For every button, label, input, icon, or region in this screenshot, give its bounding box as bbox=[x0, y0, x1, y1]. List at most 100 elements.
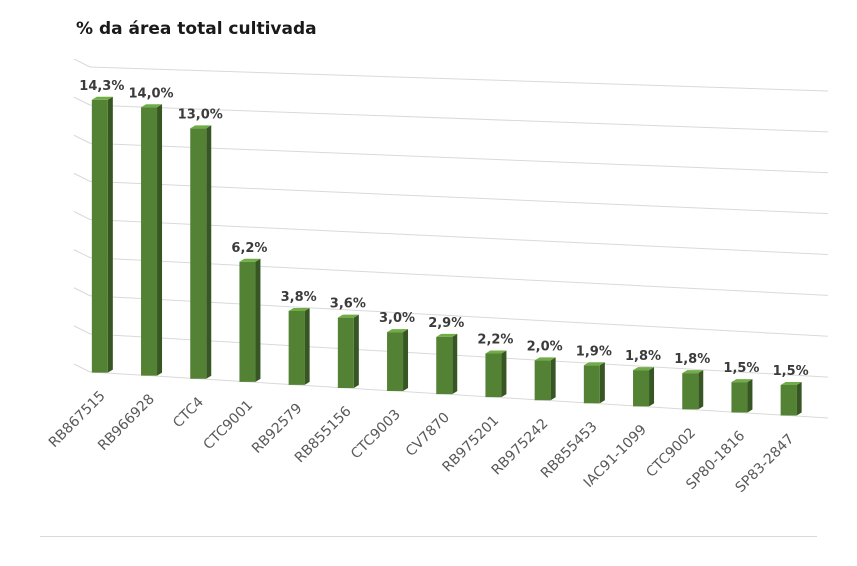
bar-top bbox=[731, 379, 753, 383]
bar bbox=[387, 329, 409, 392]
bar bbox=[141, 104, 163, 376]
gridlines bbox=[73, 58, 829, 419]
bar-front bbox=[780, 385, 797, 416]
bar bbox=[780, 382, 802, 416]
y-tick bbox=[73, 96, 91, 106]
data-label: 2,2% bbox=[477, 333, 513, 348]
bar-top bbox=[190, 125, 212, 129]
gridline bbox=[89, 333, 829, 378]
bar-top bbox=[387, 329, 409, 333]
bar-side bbox=[255, 258, 261, 382]
bar-side bbox=[353, 314, 359, 388]
bar bbox=[534, 357, 556, 401]
category-label: CV7870 bbox=[403, 410, 453, 460]
bar-top bbox=[780, 382, 802, 386]
data-label: 6,2% bbox=[231, 241, 267, 256]
y-tick bbox=[73, 134, 91, 144]
bar bbox=[633, 367, 655, 407]
bar-top bbox=[141, 104, 163, 108]
data-label: 1,5% bbox=[723, 361, 759, 376]
bar-front bbox=[485, 353, 502, 398]
bar-side bbox=[550, 357, 556, 401]
bar-front bbox=[141, 107, 158, 376]
data-labels: 14,3% 14,0% 13,0% 6,2% 3,8% 3,6% 3,0% 2,9% 2,2% 2… bbox=[79, 79, 808, 379]
bar-side bbox=[304, 307, 310, 385]
y-tick bbox=[73, 325, 91, 335]
category-label: CTC9003 bbox=[348, 407, 404, 463]
bar-top bbox=[583, 362, 605, 366]
bar bbox=[91, 96, 113, 373]
y-tick bbox=[73, 363, 91, 373]
data-label: 1,5% bbox=[773, 364, 809, 379]
bar-front bbox=[288, 310, 305, 385]
bar-side bbox=[599, 362, 605, 404]
gridline bbox=[89, 180, 829, 215]
bar bbox=[190, 125, 212, 379]
bar-top bbox=[239, 258, 261, 262]
bar bbox=[337, 314, 359, 388]
bar-top bbox=[288, 307, 310, 311]
data-label: 3,8% bbox=[281, 290, 317, 305]
y-tick bbox=[73, 249, 91, 259]
gridline bbox=[89, 66, 829, 92]
bar-top bbox=[534, 357, 556, 361]
data-label: 3,6% bbox=[330, 297, 366, 312]
chart-title: % da área total cultivada bbox=[76, 19, 317, 39]
bar-front bbox=[731, 382, 748, 413]
bar-front bbox=[682, 373, 699, 410]
gridline bbox=[89, 295, 829, 337]
bar-side bbox=[501, 350, 507, 398]
bar-side bbox=[157, 104, 163, 376]
bottom-divider bbox=[40, 536, 817, 537]
data-label: 1,8% bbox=[625, 349, 661, 364]
y-tick bbox=[73, 211, 91, 220]
bar-front bbox=[583, 365, 600, 404]
category-label: RB92579 bbox=[249, 400, 305, 456]
bar-side bbox=[649, 367, 655, 407]
bar-front bbox=[239, 261, 256, 382]
y-tick bbox=[73, 172, 91, 182]
bar-top bbox=[337, 314, 359, 318]
bar-top bbox=[91, 96, 113, 100]
category-label: CTC9002 bbox=[643, 425, 699, 481]
bar bbox=[731, 379, 753, 413]
category-label: CTC4 bbox=[170, 394, 207, 431]
y-tick bbox=[73, 287, 91, 297]
bar-front bbox=[633, 370, 650, 407]
bar-side bbox=[747, 379, 753, 413]
bar bbox=[239, 258, 261, 382]
data-label: 14,0% bbox=[128, 86, 173, 101]
gridline bbox=[89, 142, 829, 174]
bar-top bbox=[485, 350, 507, 354]
gridline bbox=[89, 219, 829, 255]
bar-front bbox=[534, 360, 551, 401]
bar-front bbox=[436, 336, 453, 395]
bar-side bbox=[107, 96, 113, 373]
bar bbox=[583, 362, 605, 404]
bar-front bbox=[387, 332, 404, 392]
gridline bbox=[89, 257, 829, 296]
bar bbox=[682, 370, 704, 410]
bar bbox=[485, 350, 507, 398]
category-label: CTC9001 bbox=[200, 397, 256, 453]
gridline bbox=[89, 371, 829, 419]
data-label: 1,8% bbox=[674, 352, 710, 367]
bar-side bbox=[403, 329, 409, 392]
gridline bbox=[89, 104, 829, 133]
bar-front bbox=[337, 317, 354, 388]
bar-top bbox=[682, 370, 704, 374]
bar-front bbox=[91, 99, 108, 373]
data-label: 13,0% bbox=[178, 107, 223, 122]
bar-side bbox=[698, 370, 704, 410]
bar-side bbox=[206, 125, 212, 379]
data-label: 14,3% bbox=[79, 79, 124, 94]
data-label: 2,9% bbox=[428, 316, 464, 331]
bar bbox=[288, 307, 310, 385]
data-label: 2,0% bbox=[527, 339, 563, 354]
y-tick bbox=[73, 58, 91, 68]
data-label: 3,0% bbox=[379, 311, 415, 326]
bar-side bbox=[452, 333, 458, 395]
bars bbox=[91, 96, 802, 416]
bar-front bbox=[190, 128, 207, 379]
